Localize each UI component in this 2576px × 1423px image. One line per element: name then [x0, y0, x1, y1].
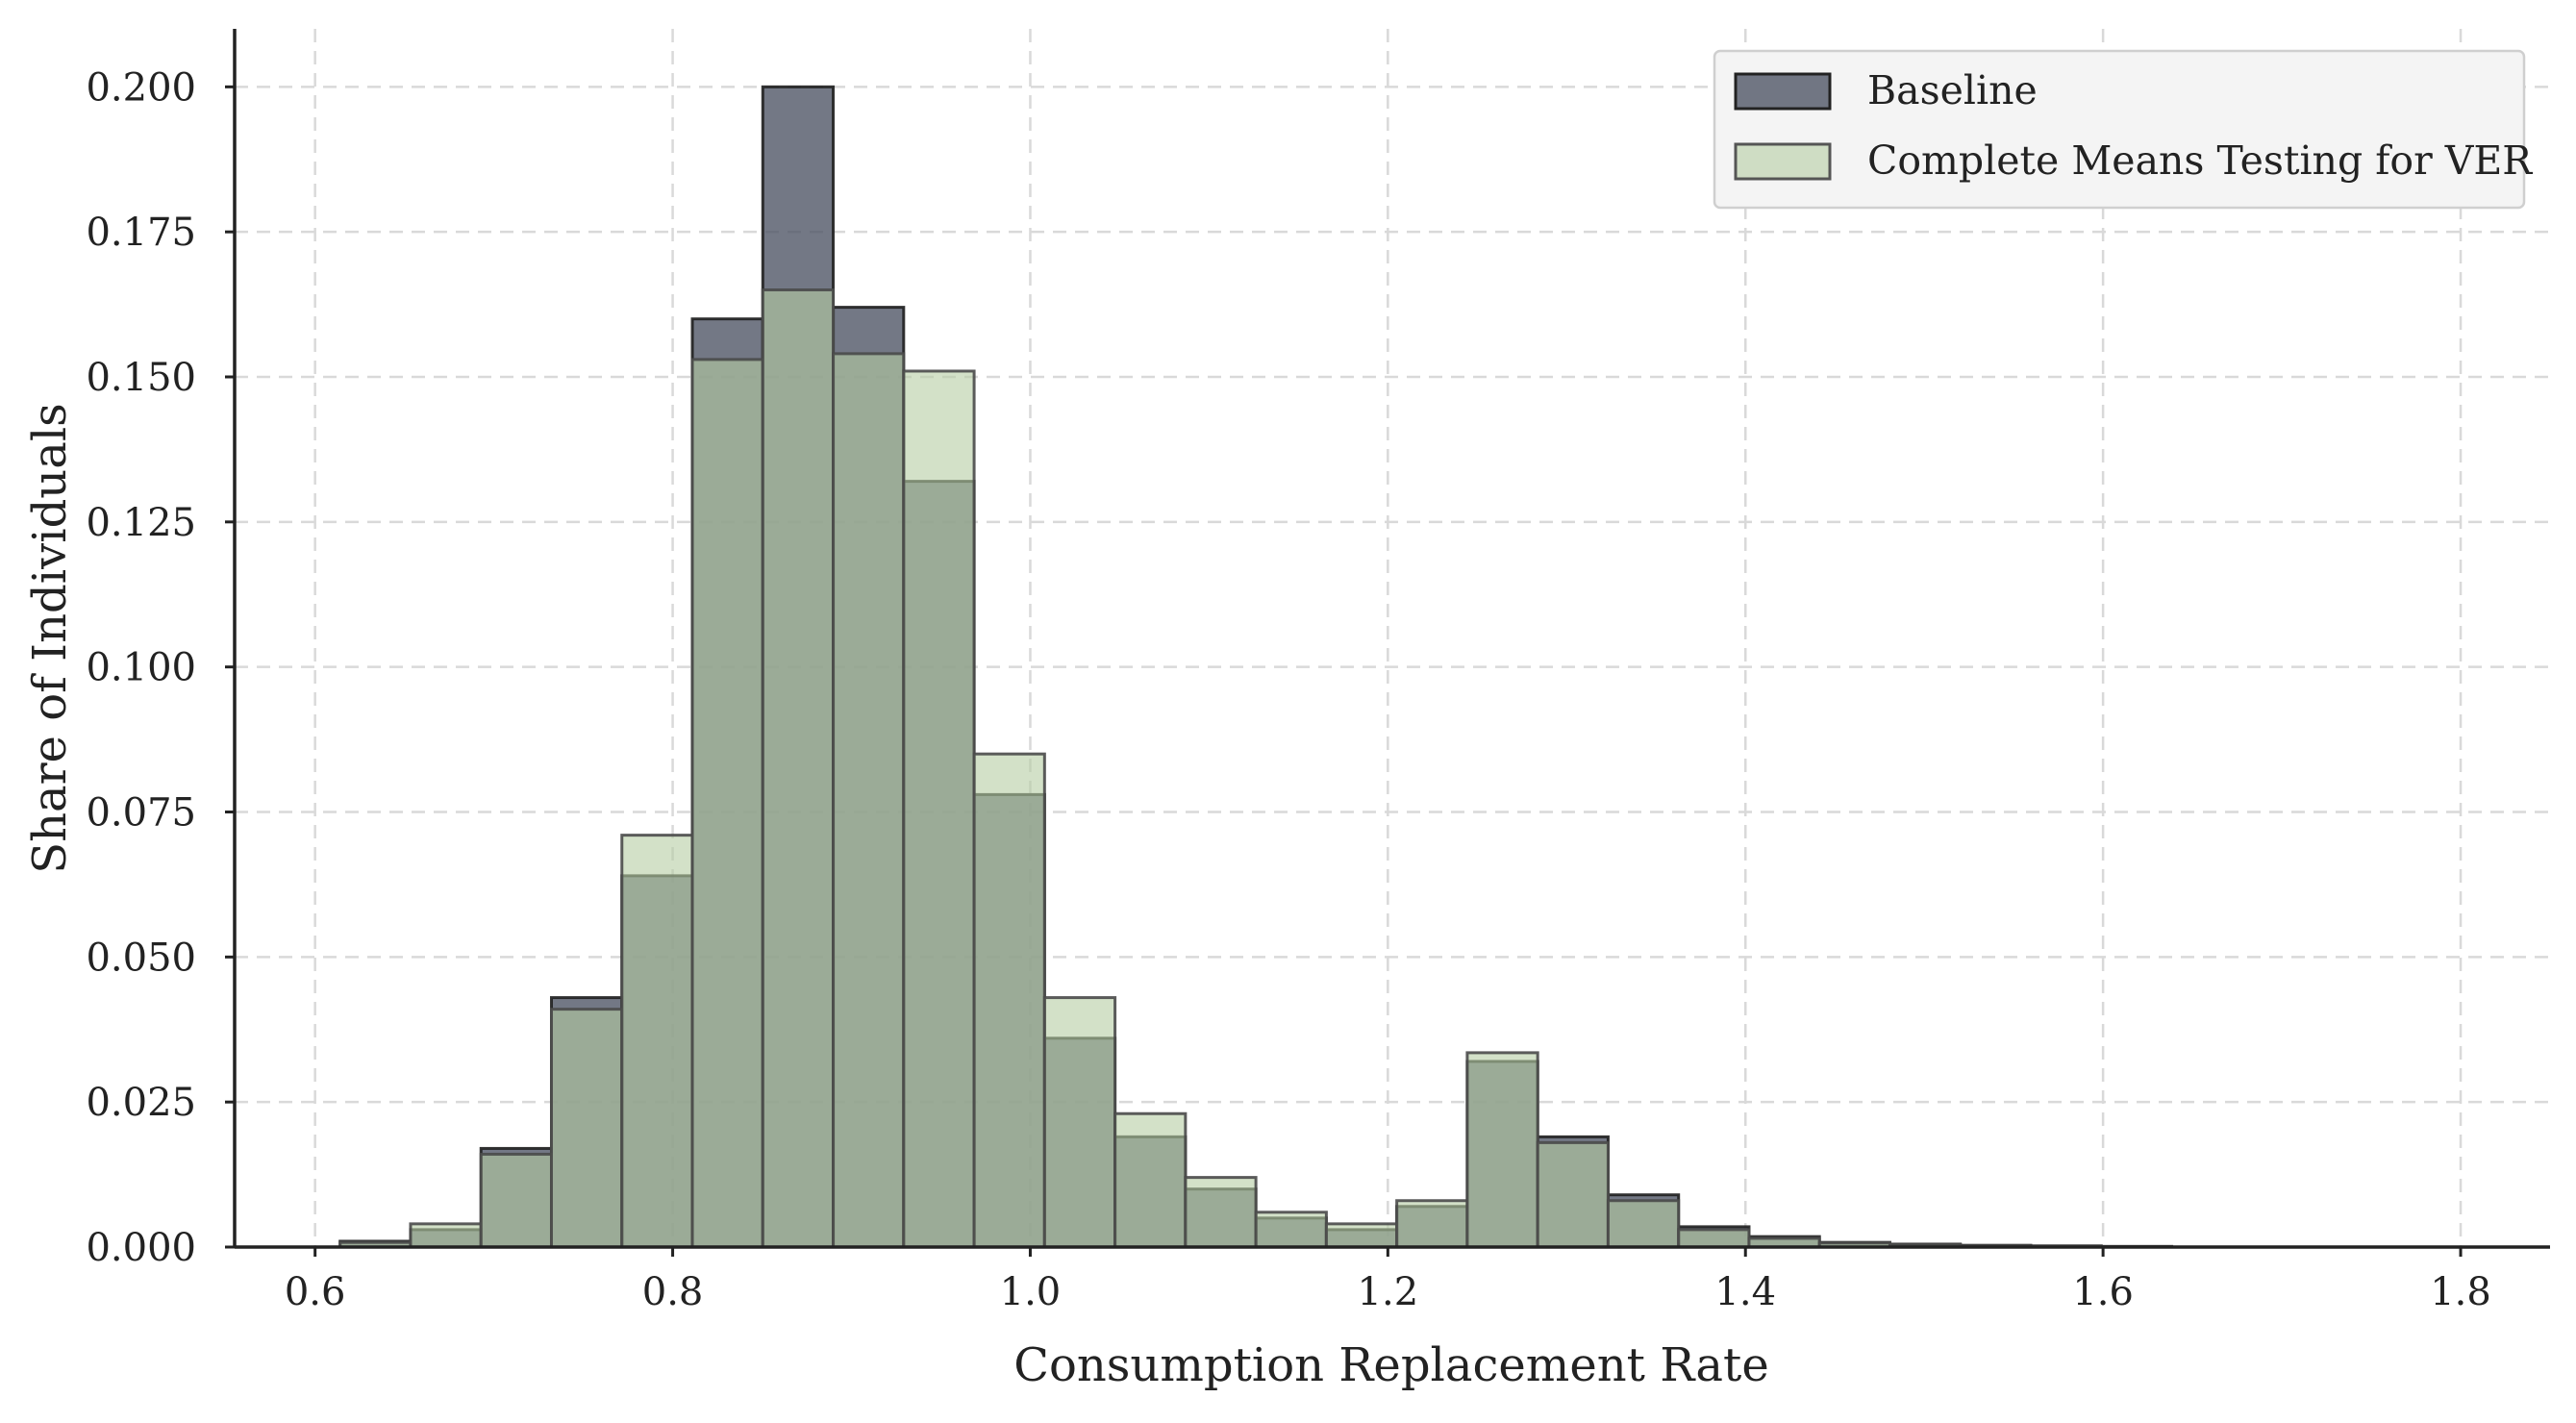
legend-frame — [1713, 49, 2526, 210]
x-tick-label: 0.6 — [285, 1270, 346, 1314]
bar-means-testing — [620, 834, 694, 1249]
y-tick-label: 0.100 — [86, 646, 196, 690]
legend-swatch-baseline — [1734, 72, 1832, 111]
series-1 — [338, 288, 2174, 1249]
bar-means-testing — [409, 1222, 483, 1249]
legend: Baseline Complete Means Testing for VER — [1713, 49, 2533, 210]
y-tick-label: 0.175 — [86, 211, 196, 255]
bar-means-testing — [479, 1152, 553, 1249]
x-tick-label: 1.0 — [1000, 1270, 1062, 1314]
axes — [225, 29, 2550, 1257]
bar-means-testing — [1254, 1211, 1328, 1249]
legend-swatch-means-testing — [1734, 142, 1832, 181]
bar-means-testing — [1536, 1140, 1610, 1249]
bar-means-testing — [902, 369, 976, 1249]
bar-means-testing — [690, 358, 764, 1249]
y-tick-label: 0.050 — [86, 936, 196, 980]
legend-label-baseline: Baseline — [1867, 67, 2038, 113]
x-tick-label: 0.8 — [642, 1270, 704, 1314]
bar-means-testing — [972, 752, 1046, 1249]
bar-means-testing — [1324, 1222, 1399, 1249]
tick-labels: 0.6 0.8 1.0 1.2 1.4 1.6 1.8 0.000 0.025 0.050 0.07… — [86, 65, 2490, 1314]
bar-means-testing — [761, 288, 836, 1249]
y-tick-label: 0.150 — [86, 356, 196, 400]
bar-means-testing — [1395, 1199, 1469, 1249]
x-tick-label: 1.8 — [2430, 1270, 2491, 1314]
bar-means-testing — [549, 1008, 624, 1249]
bar-means-testing — [1184, 1176, 1258, 1249]
y-axis-title: Share of Individuals — [23, 403, 77, 874]
bar-means-testing — [1606, 1199, 1681, 1249]
y-tick-label: 0.075 — [86, 791, 196, 836]
bar-means-testing — [1677, 1228, 1751, 1249]
x-tick-label: 1.6 — [2072, 1270, 2134, 1314]
bar-means-testing — [1042, 996, 1117, 1249]
y-tick-label: 0.200 — [86, 65, 196, 110]
y-tick-label: 0.025 — [86, 1081, 196, 1125]
y-tick-label: 0.000 — [86, 1226, 196, 1270]
x-axis-title: Consumption Replacement Rate — [1013, 1338, 1769, 1392]
y-tick-label: 0.125 — [86, 501, 196, 545]
bar-means-testing — [1465, 1051, 1539, 1249]
legend-label-means-testing: Complete Means Testing for VER — [1867, 137, 2533, 184]
x-tick-label: 1.4 — [1714, 1270, 1776, 1314]
bar-means-testing — [832, 352, 906, 1249]
x-tick-label: 1.2 — [1358, 1270, 1419, 1314]
bar-means-testing — [1113, 1111, 1188, 1249]
